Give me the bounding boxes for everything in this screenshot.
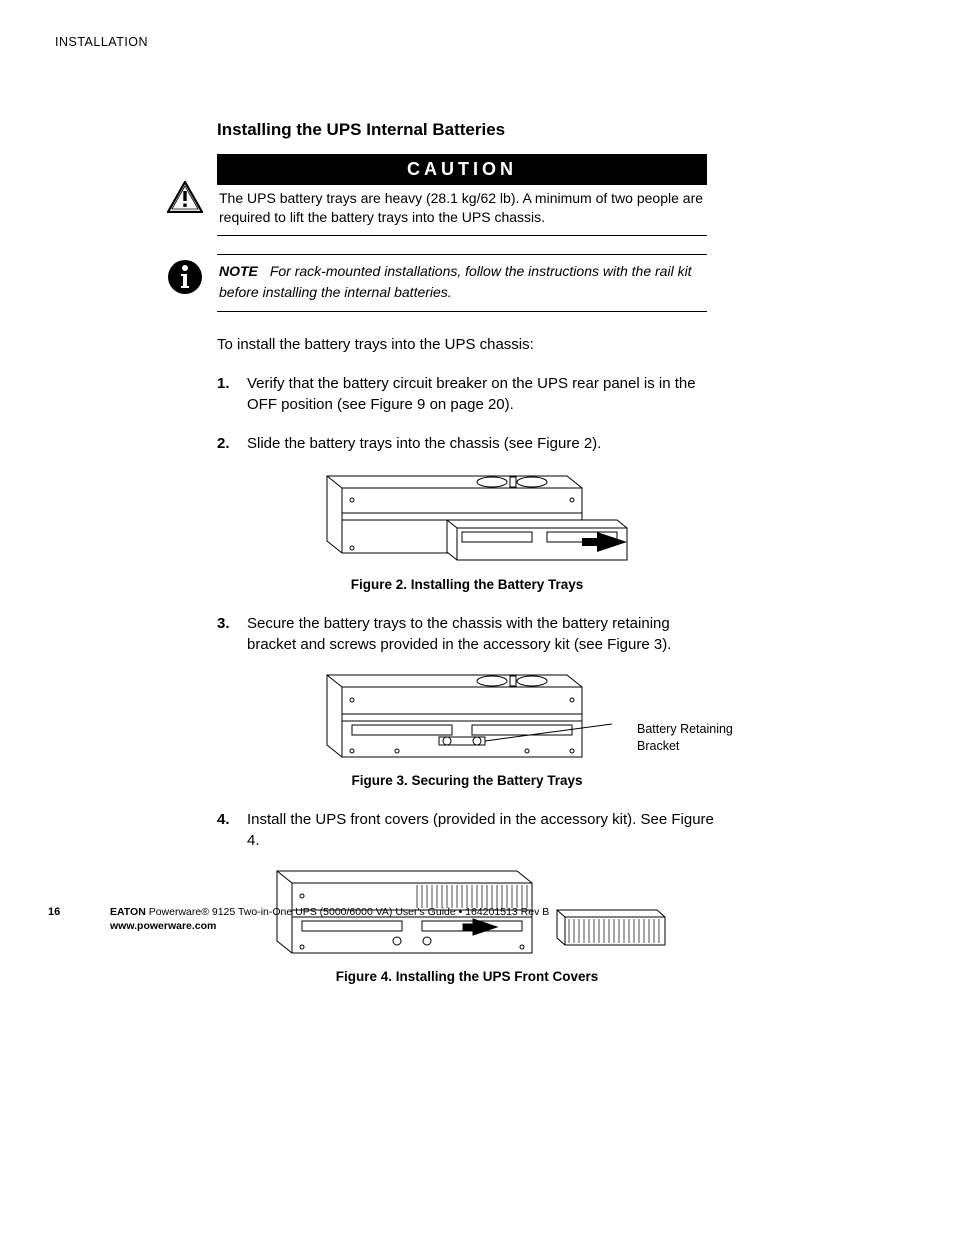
figure-3-label: Battery Retaining Bracket bbox=[637, 721, 757, 756]
figure-3-caption: Figure 3. Securing the Battery Trays bbox=[217, 772, 717, 791]
section-title: Installing the UPS Internal Batteries bbox=[217, 118, 715, 142]
figure-3-illustration bbox=[317, 669, 617, 764]
figure-2-caption: Figure 2. Installing the Battery Trays bbox=[217, 576, 717, 595]
page-footer: 16 EATON Powerware® 9125 Two-in-One UPS … bbox=[48, 905, 708, 933]
footer-product: Powerware® 9125 Two-in-One UPS (5000/600… bbox=[146, 906, 550, 918]
footer-text: EATON Powerware® 9125 Two-in-One UPS (50… bbox=[110, 905, 549, 933]
step-number: 2. bbox=[217, 433, 247, 454]
page-header: INSTALLATION bbox=[55, 34, 148, 52]
step-3: 3. Secure the battery trays to the chass… bbox=[217, 613, 717, 655]
step-text: Slide the battery trays into the chassis… bbox=[247, 433, 601, 454]
step-number: 1. bbox=[217, 373, 247, 415]
note-text bbox=[262, 263, 270, 279]
step-4: 4. Install the UPS front covers (provide… bbox=[217, 809, 717, 851]
caution-text: The UPS battery trays are heavy (28.1 kg… bbox=[217, 185, 707, 227]
page-number: 16 bbox=[48, 905, 110, 933]
step-text: Secure the battery trays to the chassis … bbox=[247, 613, 717, 655]
figure-4-caption: Figure 4. Installing the UPS Front Cover… bbox=[217, 968, 717, 987]
figure-2-illustration bbox=[297, 468, 637, 568]
step-2: 2. Slide the battery trays into the chas… bbox=[217, 433, 717, 454]
info-icon bbox=[167, 259, 203, 301]
caution-block: CAUTION The UPS battery trays are heavy … bbox=[217, 154, 707, 236]
note-body: For rack-mounted installations, follow t… bbox=[219, 263, 692, 300]
footer-site: www.powerware.com bbox=[110, 920, 216, 932]
figure-2: Figure 2. Installing the Battery Trays bbox=[217, 468, 717, 595]
warning-triangle-icon bbox=[167, 181, 203, 219]
note-label: NOTE bbox=[219, 263, 258, 279]
step-number: 4. bbox=[217, 809, 247, 851]
caution-label: CAUTION bbox=[217, 155, 707, 185]
step-1: 1. Verify that the battery circuit break… bbox=[217, 373, 717, 415]
step-number: 3. bbox=[217, 613, 247, 655]
step-text: Verify that the battery circuit breaker … bbox=[247, 373, 717, 415]
note-block: NOTE For rack-mounted installations, fol… bbox=[217, 254, 707, 312]
figure-3: Battery Retaining Bracket Figure 3. Secu… bbox=[217, 669, 717, 791]
intro-text: To install the battery trays into the UP… bbox=[217, 334, 715, 355]
step-text: Install the UPS front covers (provided i… bbox=[247, 809, 717, 851]
footer-brand: EATON bbox=[110, 906, 146, 918]
